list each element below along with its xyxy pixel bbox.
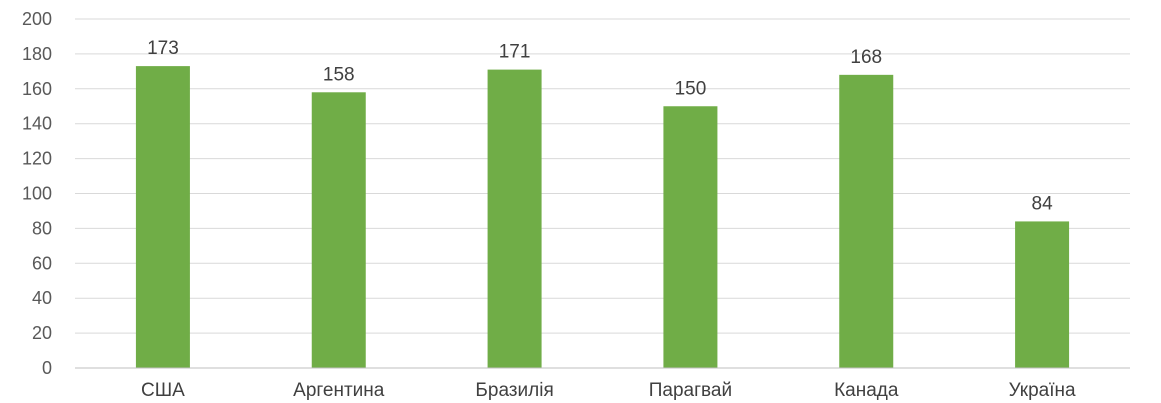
bar	[135, 66, 190, 369]
y-tick-label: 40	[32, 288, 52, 308]
bar	[663, 106, 718, 368]
x-tick-label: Бразилія	[475, 380, 553, 401]
x-tick-label: США	[141, 380, 185, 401]
data-label: 171	[499, 42, 531, 63]
bar	[839, 74, 894, 368]
y-tick-label: 120	[22, 149, 52, 169]
data-label: 150	[675, 78, 707, 99]
grid-layer	[75, 18, 1130, 334]
label-layer: 173 158 171 150 168 84	[147, 38, 1053, 214]
y-tick-label: 0	[42, 358, 52, 378]
y-tick-label: 200	[22, 9, 52, 29]
x-tick-label: Парагвай	[649, 380, 732, 401]
x-axis: США Аргентина Бразилія Парагвай Канада Україн…	[75, 367, 1130, 401]
y-tick-label: 140	[22, 114, 52, 134]
data-label: 173	[147, 38, 179, 59]
data-label: 168	[850, 47, 882, 68]
x-tick-label: Україна	[1009, 380, 1076, 401]
bar	[487, 69, 542, 368]
bar	[1015, 221, 1070, 368]
bar	[311, 92, 366, 368]
y-tick-label: 100	[22, 184, 52, 204]
y-axis: 0 20 40 60 80 100 120 140 160 180 200	[22, 9, 52, 378]
y-tick-label: 80	[32, 218, 52, 238]
bar-layer	[135, 66, 1070, 369]
x-tick-label: Канада	[834, 380, 899, 401]
y-tick-label: 60	[32, 253, 52, 273]
y-tick-label: 160	[22, 79, 52, 99]
y-tick-label: 20	[32, 323, 52, 343]
x-tick-label: Аргентина	[293, 380, 385, 401]
data-label: 84	[1032, 193, 1054, 214]
data-label: 158	[323, 64, 355, 85]
y-tick-label: 180	[22, 44, 52, 64]
